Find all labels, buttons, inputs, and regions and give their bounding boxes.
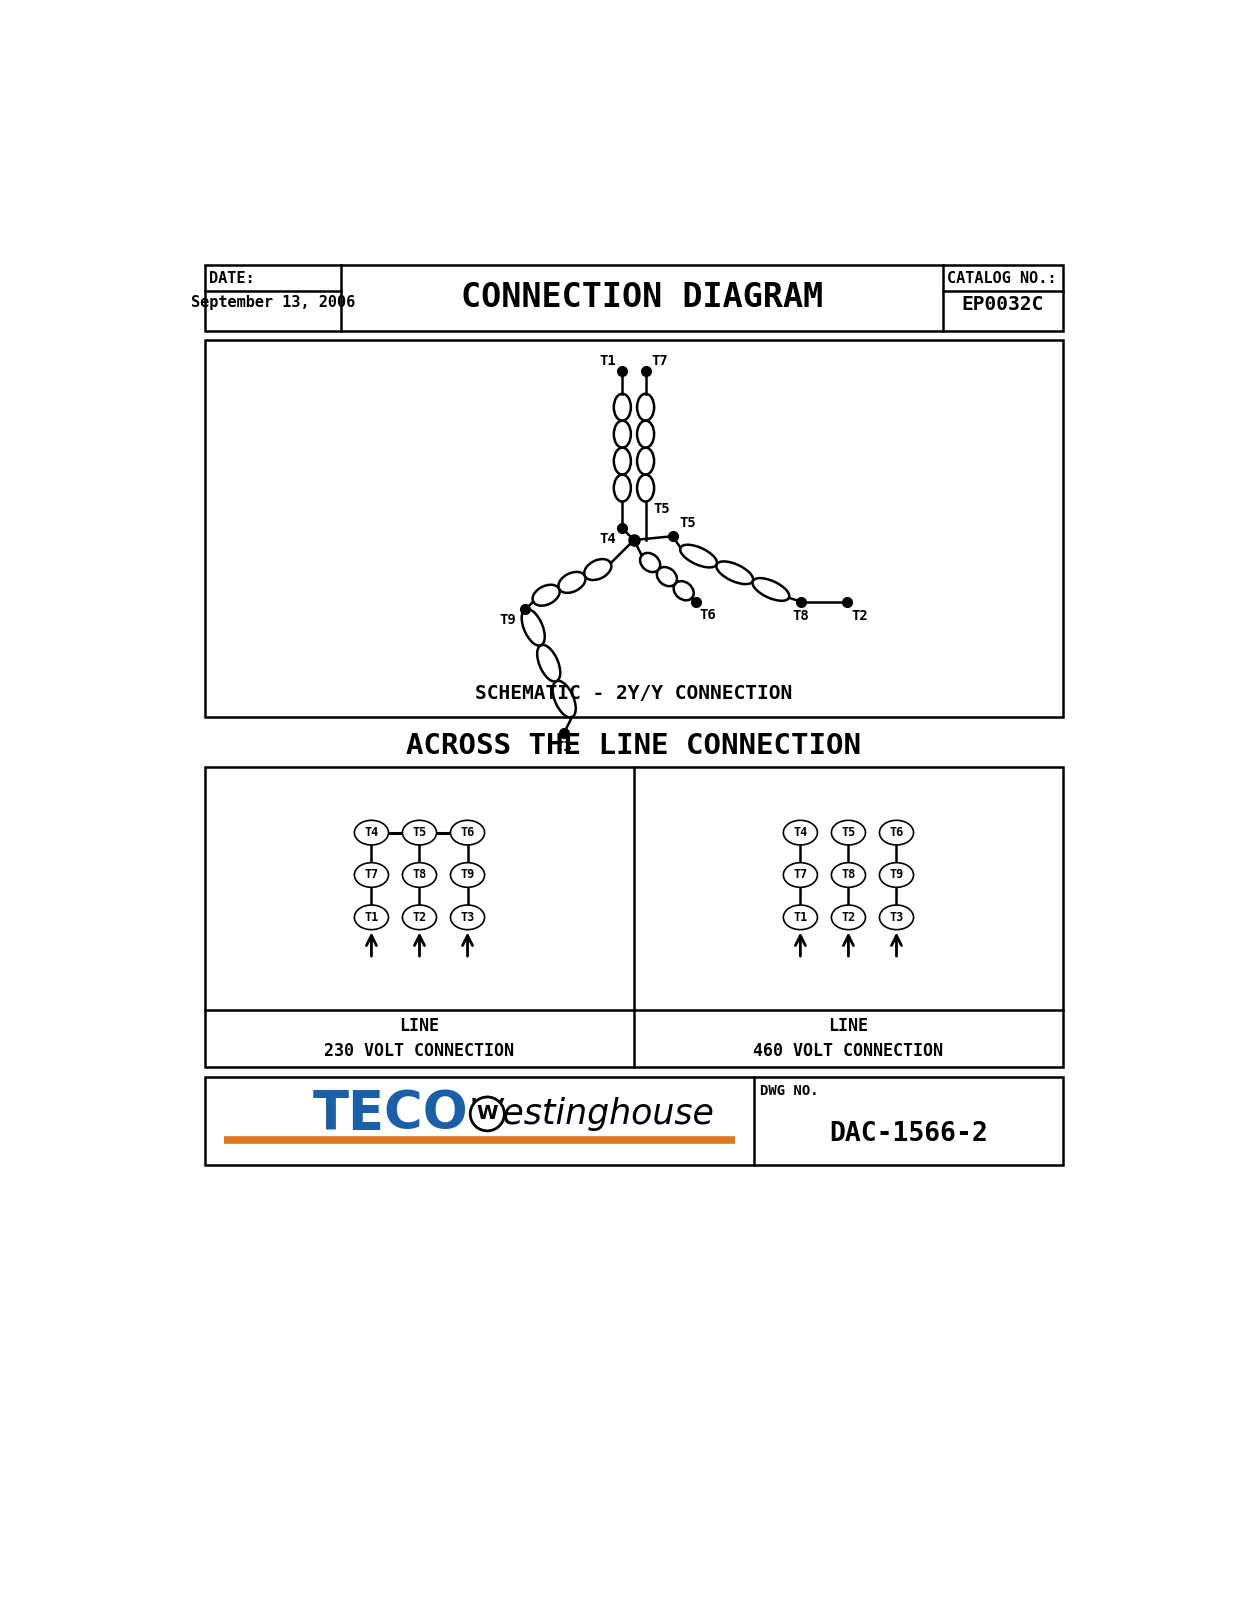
Text: CONNECTION DIAGRAM: CONNECTION DIAGRAM [460,282,823,314]
Ellipse shape [354,821,388,845]
Text: LINE
460 VOLT CONNECTION: LINE 460 VOLT CONNECTION [753,1018,944,1061]
Text: DAC-1566-2: DAC-1566-2 [829,1122,988,1147]
Text: T6: T6 [700,608,716,622]
Text: DATE:: DATE: [209,270,255,285]
Text: TECO: TECO [313,1088,469,1139]
Bar [205,266,1063,331]
Ellipse shape [354,906,388,930]
Text: T4: T4 [365,826,379,838]
Text: T7: T7 [365,869,379,882]
Text: T7: T7 [793,869,808,882]
Text: T1: T1 [600,354,616,368]
Text: T8: T8 [412,869,427,882]
Text: T3: T3 [555,741,573,754]
Text: W: W [476,1104,499,1123]
Text: Westinghouse: Westinghouse [469,1098,715,1131]
Text: September 13, 2006: September 13, 2006 [190,294,355,310]
Bar [205,339,1063,717]
Text: EP0032C: EP0032C [961,294,1044,314]
Text: T2: T2 [841,910,856,923]
Ellipse shape [831,862,866,888]
Text: T9: T9 [889,869,903,882]
Ellipse shape [880,821,914,845]
Text: T8: T8 [841,869,856,882]
Text: T5: T5 [412,826,427,838]
Circle shape [470,1098,505,1131]
Text: T7: T7 [652,354,668,368]
Ellipse shape [880,906,914,930]
Bar [205,766,1063,1067]
Text: T5: T5 [679,517,695,530]
Text: T1: T1 [365,910,379,923]
Text: T6: T6 [889,826,903,838]
Ellipse shape [402,906,437,930]
Ellipse shape [402,862,437,888]
Ellipse shape [831,906,866,930]
Text: T4: T4 [600,531,616,546]
Ellipse shape [783,862,818,888]
Ellipse shape [783,821,818,845]
Text: T2: T2 [412,910,427,923]
Ellipse shape [354,862,388,888]
Text: T9: T9 [500,613,516,627]
Ellipse shape [450,862,485,888]
Text: T8: T8 [792,610,809,624]
Text: ACROSS THE LINE CONNECTION: ACROSS THE LINE CONNECTION [407,733,861,760]
Text: T3: T3 [460,910,475,923]
Text: T1: T1 [793,910,808,923]
Ellipse shape [402,821,437,845]
Text: DWG NO.: DWG NO. [761,1085,819,1099]
Ellipse shape [450,821,485,845]
Text: SCHEMATIC - 2Y/Y CONNECTION: SCHEMATIC - 2Y/Y CONNECTION [475,685,793,704]
Text: CATALOG NO.:: CATALOG NO.: [946,270,1056,285]
Text: T4: T4 [793,826,808,838]
Text: T5: T5 [841,826,856,838]
Text: T6: T6 [460,826,475,838]
Ellipse shape [783,906,818,930]
Bar [205,1077,1063,1165]
Text: T3: T3 [889,910,903,923]
Text: LINE
230 VOLT CONNECTION: LINE 230 VOLT CONNECTION [324,1018,515,1061]
Ellipse shape [880,862,914,888]
Ellipse shape [831,821,866,845]
Text: T2: T2 [851,610,867,624]
Ellipse shape [450,906,485,930]
Text: T9: T9 [460,869,475,882]
Text: T5: T5 [653,502,670,517]
